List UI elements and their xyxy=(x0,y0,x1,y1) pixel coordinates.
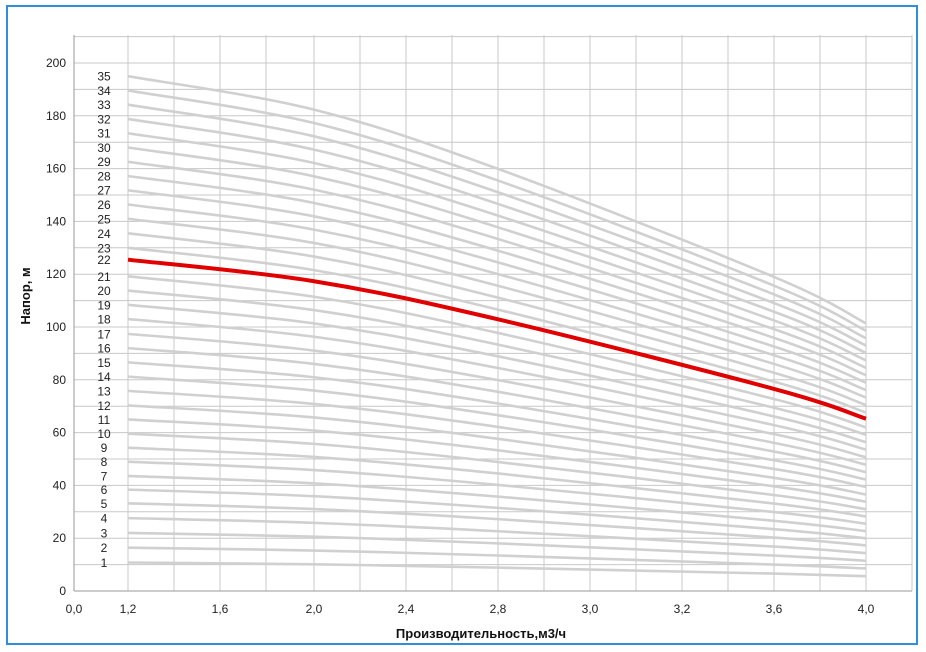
x-tick-label: 2,8 xyxy=(490,602,507,616)
curve-label: 23 xyxy=(97,241,111,255)
curve-label: 12 xyxy=(97,399,111,413)
x-axis-title: Производительность,м3/ч xyxy=(396,626,566,641)
pump-curve xyxy=(127,531,867,563)
pump-curve xyxy=(127,546,867,570)
pump-curve xyxy=(127,188,867,384)
curve-label: 33 xyxy=(97,98,111,112)
curve-label: 17 xyxy=(97,327,111,341)
curve-label: 21 xyxy=(97,270,111,284)
pump-curve xyxy=(127,432,867,511)
pump-curve xyxy=(127,103,867,340)
x-tick-label: 4,0 xyxy=(858,602,875,616)
pump-curve xyxy=(127,174,867,377)
curve-label: 34 xyxy=(97,84,111,98)
pump-curve xyxy=(127,346,867,466)
curve-label: 5 xyxy=(101,497,108,511)
curve-label: 29 xyxy=(97,155,111,169)
curve-label: 11 xyxy=(98,413,111,427)
curve-label: 1 xyxy=(101,556,108,570)
curve-label: 4 xyxy=(101,512,108,526)
curve-label: 28 xyxy=(97,169,111,183)
pump-curve xyxy=(127,275,867,429)
y-tick-label: 80 xyxy=(53,373,67,387)
y-tick-label: 180 xyxy=(46,109,66,123)
x-tick-label: 1,6 xyxy=(212,602,229,616)
pump-curve xyxy=(127,146,867,362)
curve-label: 10 xyxy=(97,427,111,441)
pump-curve xyxy=(127,375,867,481)
pump-curve xyxy=(127,303,867,444)
x-tick-label: 2,4 xyxy=(398,602,415,616)
x-tick-label: 0,0 xyxy=(66,602,83,616)
pump-curve xyxy=(127,488,867,540)
curve-label: 22 xyxy=(97,253,111,267)
y-tick-label: 20 xyxy=(53,531,67,545)
curve-label: 31 xyxy=(97,127,111,141)
x-tick-label: 3,2 xyxy=(674,602,691,616)
curve-label: 20 xyxy=(97,284,111,298)
pump-curve xyxy=(127,317,867,451)
pump-curve xyxy=(127,460,867,526)
curve-label: 25 xyxy=(97,212,111,226)
curve-label: 8 xyxy=(101,455,108,469)
y-tick-label: 100 xyxy=(46,320,66,334)
y-tick-label: 200 xyxy=(46,56,66,70)
curve-label: 3 xyxy=(101,526,108,540)
pump-curve xyxy=(127,474,867,533)
pump-curve xyxy=(127,246,867,414)
pump-curve xyxy=(127,332,867,459)
curve-label: 15 xyxy=(97,356,111,370)
x-tick-label: 3,0 xyxy=(582,602,599,616)
curve-label: 6 xyxy=(101,483,108,497)
pump-curve xyxy=(127,289,867,437)
pump-curve-highlighted xyxy=(127,257,867,421)
curve-label: 9 xyxy=(101,441,108,455)
pump-curve xyxy=(127,217,867,399)
y-tick-label: 40 xyxy=(53,478,67,492)
pump-curve xyxy=(127,74,867,325)
pump-curve xyxy=(127,231,867,407)
curve-label: 16 xyxy=(97,342,111,356)
pump-curve xyxy=(127,89,867,332)
y-tick-label: 60 xyxy=(53,426,67,440)
y-tick-label: 0 xyxy=(59,584,66,598)
y-axis-title: Напор, м xyxy=(18,267,33,324)
pump-curve xyxy=(127,404,867,496)
curve-label: 7 xyxy=(101,469,108,483)
x-tick-label: 3,6 xyxy=(766,602,783,616)
pump-curve xyxy=(127,131,867,355)
curve-label: 32 xyxy=(97,112,111,126)
curve-label: 2 xyxy=(101,541,108,555)
x-tick-label: 1,2 xyxy=(120,602,137,616)
curve-label: 13 xyxy=(97,384,111,398)
pump-curve xyxy=(127,516,867,555)
x-tick-label: 2,0 xyxy=(306,602,323,616)
curve-label: 18 xyxy=(97,313,111,327)
pump-curve xyxy=(127,389,867,489)
pump-curve xyxy=(127,203,867,392)
y-tick-label: 120 xyxy=(46,267,66,281)
curve-label: 35 xyxy=(97,70,111,84)
pump-curve xyxy=(127,117,867,347)
y-tick-label: 160 xyxy=(46,162,66,176)
curve-label: 24 xyxy=(97,227,111,241)
y-tick-label: 140 xyxy=(46,214,66,228)
curve-label: 14 xyxy=(97,370,111,384)
pump-curve xyxy=(127,361,867,474)
chart-frame xyxy=(6,5,918,645)
pump-curve xyxy=(127,160,867,369)
pump-curve xyxy=(127,502,867,547)
pump-curve xyxy=(127,418,867,504)
curve-label: 26 xyxy=(97,198,111,212)
pump-curve xyxy=(127,446,867,518)
curve-label: 19 xyxy=(97,298,111,312)
curve-label: 27 xyxy=(97,184,111,198)
curve-label: 30 xyxy=(97,141,111,155)
pump-curve xyxy=(127,561,867,578)
